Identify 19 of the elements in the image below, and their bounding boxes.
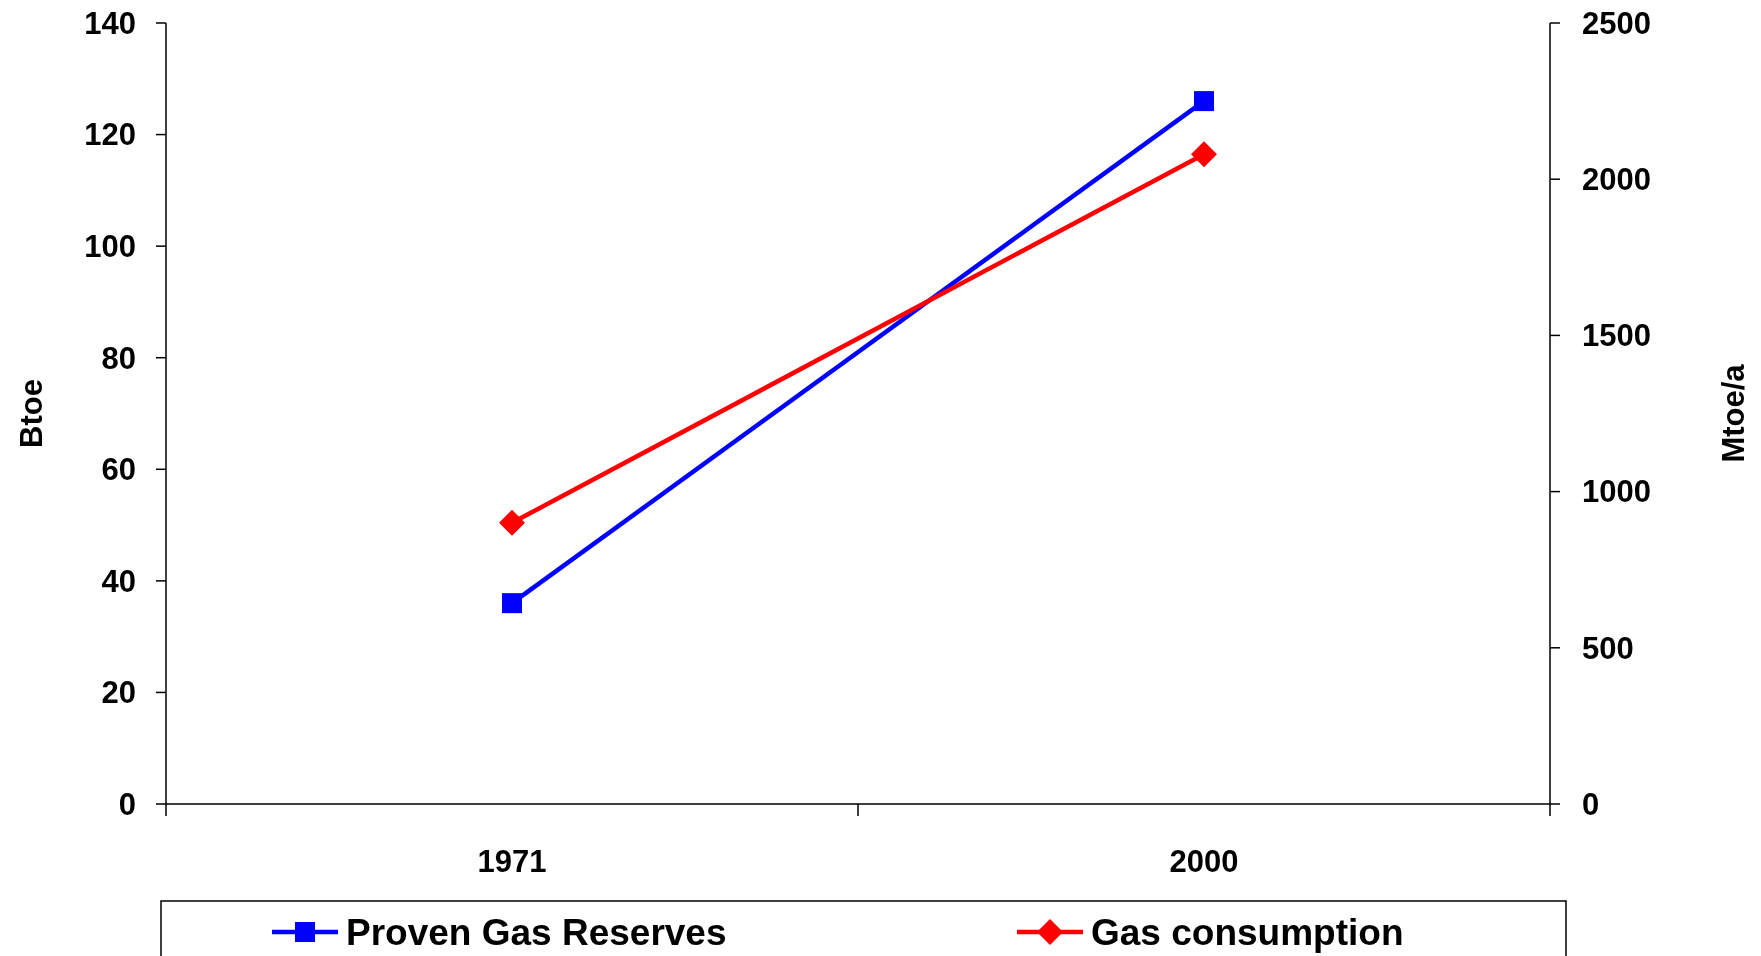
y-tick-label: 0 (118, 786, 136, 822)
y-tick-label: 100 (84, 228, 136, 264)
y-tick-label: 40 (101, 563, 136, 599)
y2-tick-label: 2000 (1582, 162, 1651, 198)
legend-label: Proven Gas Reserves (346, 911, 727, 953)
legend-label: Gas consumption (1091, 911, 1404, 953)
y-tick-label: 80 (101, 340, 136, 376)
y2-tick-label: 1500 (1582, 318, 1651, 354)
y2-tick-label: 500 (1582, 630, 1634, 666)
y-tick-label: 140 (84, 5, 136, 41)
y-axis-title: Btoe (14, 379, 49, 448)
y-tick-label: 20 (101, 675, 136, 711)
y2-tick-label: 0 (1582, 786, 1600, 822)
x-tick-label: 1971 (477, 844, 547, 879)
y-tick-label: 60 (101, 452, 136, 488)
y2-axis-title: Mtoe/a (1716, 363, 1751, 463)
y-tick-label: 120 (84, 117, 136, 153)
y2-tick-label: 1000 (1582, 474, 1651, 510)
y2-tick-label: 2500 (1582, 5, 1651, 41)
